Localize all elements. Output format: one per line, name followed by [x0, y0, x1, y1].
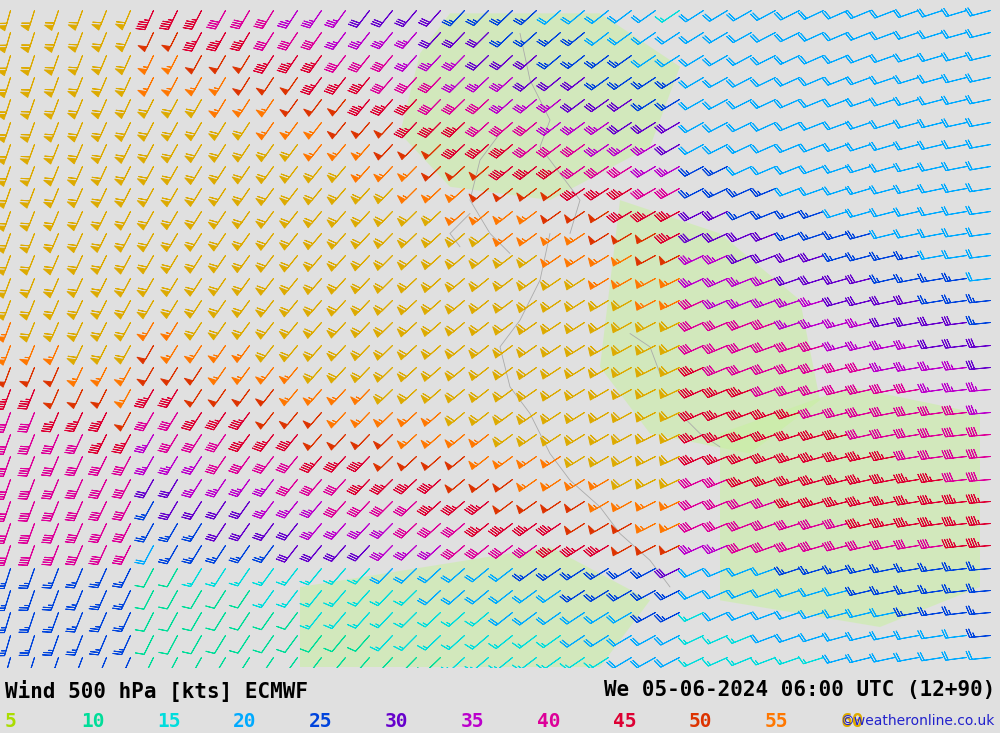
Text: 10: 10 [81, 712, 104, 731]
Text: 20: 20 [233, 712, 256, 731]
Text: Wind 500 hPa [kts] ECMWF: Wind 500 hPa [kts] ECMWF [5, 680, 308, 702]
Text: 35: 35 [461, 712, 484, 731]
Text: 60: 60 [841, 712, 864, 731]
Polygon shape [600, 200, 820, 454]
Text: 15: 15 [157, 712, 180, 731]
Text: 25: 25 [309, 712, 332, 731]
Text: 30: 30 [385, 712, 409, 731]
Polygon shape [300, 547, 650, 667]
Text: 5: 5 [5, 712, 17, 731]
Text: We 05-06-2024 06:00 UTC (12+90): We 05-06-2024 06:00 UTC (12+90) [604, 680, 995, 700]
Text: 40: 40 [537, 712, 560, 731]
Text: 55: 55 [765, 712, 788, 731]
Polygon shape [400, 13, 680, 200]
Text: 50: 50 [689, 712, 712, 731]
Text: 45: 45 [613, 712, 637, 731]
Text: ©weatheronline.co.uk: ©weatheronline.co.uk [841, 714, 995, 728]
Polygon shape [720, 387, 980, 627]
